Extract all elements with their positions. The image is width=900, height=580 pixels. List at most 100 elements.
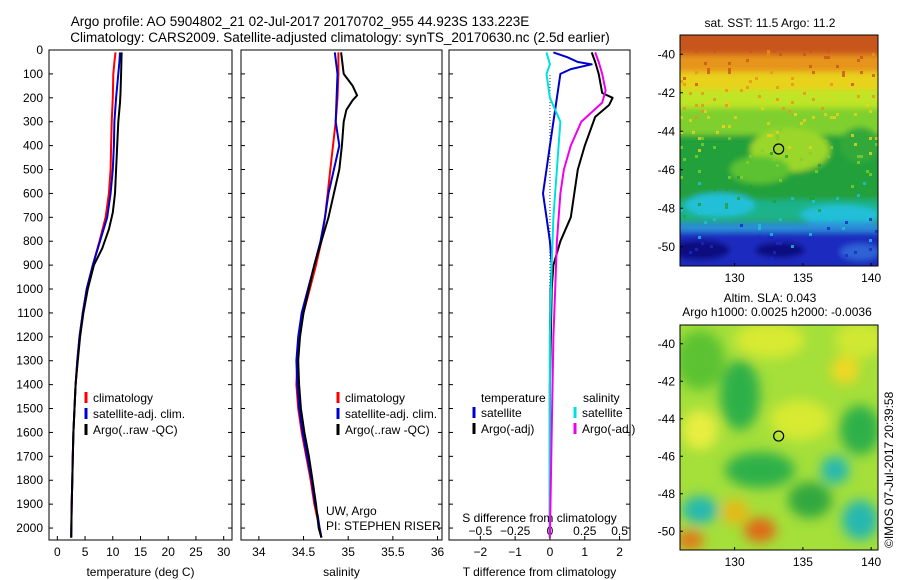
map-x-tick-label: 130 (725, 555, 745, 569)
y-tick-label: 500 (23, 163, 43, 177)
x-tick-label: 20 (162, 545, 176, 559)
sst-map-title: sat. SST: 11.5 Argo: 11.2 (705, 16, 836, 30)
map-y-tick-label: -40 (658, 47, 676, 61)
y-tick-label: 1100 (17, 306, 43, 320)
sla-map: Altim. SLA: 0.043 Argo h1000: 0.0025 h20… (658, 291, 882, 569)
sla-blob (680, 530, 704, 550)
sla-map-title-line1: Altim. SLA: 0.043 (724, 291, 817, 305)
x-tick-label: 5 (82, 545, 89, 559)
x-tick-label: 34 (252, 545, 266, 559)
x-tick-label: 35.5 (381, 545, 405, 559)
sla-blob (744, 518, 776, 542)
x-top-tick-label: 0.5 (611, 524, 628, 538)
x-top-tick-label: 0.25 (573, 524, 597, 538)
sla-field (680, 325, 878, 550)
map-y-tick-label: -44 (658, 124, 676, 138)
map-y-tick-label: -44 (658, 412, 676, 426)
map-x-tick-label: 140 (861, 271, 881, 285)
sst-pixel-noise (680, 35, 878, 266)
sla-blob (720, 360, 760, 430)
y-tick-label: 600 (23, 186, 43, 200)
x-tick-label: 10 (106, 545, 120, 559)
y-tick-label: 2000 (16, 521, 43, 535)
y-tick-label: 400 (23, 139, 43, 153)
legend-label: satellite (582, 406, 623, 420)
sst-profile-marker (773, 143, 785, 155)
x-tick-label: 0 (547, 545, 554, 559)
legend-label: climatology (93, 391, 153, 405)
y-tick-label: 1600 (16, 425, 43, 439)
sst-blob (840, 127, 878, 163)
map-y-tick-label: -42 (658, 86, 676, 100)
map-y-tick-label: -46 (658, 449, 676, 463)
sla-blob (821, 456, 849, 484)
y-tick-label: 0 (36, 43, 43, 57)
y-tick-label: 1300 (16, 354, 43, 368)
y-tick-label: 700 (23, 210, 43, 224)
y-tick-label: 200 (23, 91, 43, 105)
x-tick-label: 34.5 (292, 545, 316, 559)
sst-blob (680, 90, 878, 110)
sla-blob (725, 452, 795, 488)
series-line-blue (295, 52, 341, 538)
sla-blob (788, 482, 832, 518)
sla-blob (842, 500, 878, 540)
map-y-tick-label: -48 (658, 201, 676, 215)
x-axis-label: T difference from climatology (463, 565, 617, 579)
map-y-tick-label: -46 (658, 163, 676, 177)
series-line-magenta (548, 52, 607, 538)
y-tick-label: 100 (23, 67, 43, 81)
sla-blob (735, 325, 805, 358)
map-x-tick-label: 140 (861, 555, 881, 569)
plot-frame (448, 49, 631, 541)
series-line-black (297, 52, 359, 538)
map-y-tick-label: -50 (658, 240, 676, 254)
x-axis-label: temperature (deg C) (86, 565, 194, 579)
legend-label: climatology (345, 391, 405, 405)
sla-blob (721, 500, 749, 524)
sst-blob (680, 222, 878, 234)
sla-blob (831, 356, 859, 384)
series-line-red (70, 52, 117, 538)
sla-blob (682, 496, 718, 524)
plot-frame (240, 49, 443, 541)
x-top-tick-label: −0.5 (468, 524, 492, 538)
map-y-tick-label: -42 (658, 374, 676, 388)
sla-map-title-line2: Argo h1000: 0.0025 h2000: -0.0036 (682, 305, 872, 319)
legend-label: Argo(..raw -QC) (93, 423, 178, 437)
x-tick-label: −2 (473, 545, 487, 559)
legend-label: satellite-adj. clim. (93, 407, 185, 421)
figure-title-line1: Argo profile: AO 5904802_21 02-Jul-2017 … (71, 14, 530, 29)
series-line-blue (70, 52, 121, 538)
x-tick-label: 1 (581, 545, 588, 559)
legend-heading-salinity: salinity (583, 391, 620, 405)
y-tick-label: 1000 (16, 282, 43, 296)
plot-frame (48, 49, 233, 541)
sla-blob (680, 330, 725, 390)
sst-map: sat. SST: 11.5 Argo: 11.2 -40 -42 -44 -46 -4… (658, 16, 882, 285)
x-tick-label: 25 (189, 545, 203, 559)
map-y-tick-label: -48 (658, 487, 676, 501)
series-line-cyan (545, 52, 562, 538)
sst-field (680, 35, 878, 266)
x-tick-label: 30 (217, 545, 231, 559)
x-axis-label: salinity (323, 565, 360, 579)
temperature-panel: 0100200300400500600700800900100011001200… (16, 43, 233, 579)
y-tick-label: 300 (23, 115, 43, 129)
salinity-panel: 34 34.5 35 35.5 36 salinity climatology satelli… (240, 49, 445, 579)
x-top-axis-label: S difference from climatology (462, 511, 617, 525)
y-tick-label: 1900 (16, 497, 43, 511)
sst-blob (840, 244, 878, 260)
imos-credit: ©IMOS 07-Jul-2017 20:39:58 (882, 391, 896, 548)
sla-blob (840, 405, 878, 455)
legend-label: satellite-adj. clim. (345, 407, 437, 421)
x-tick-label: 0 (54, 545, 61, 559)
sla-blob (770, 400, 830, 440)
sla-blob (682, 410, 718, 450)
legend-label: Argo(-adj) (582, 422, 635, 436)
series-line-red (295, 52, 340, 538)
x-tick-label: 36 (431, 545, 445, 559)
y-tick-label: 900 (23, 258, 43, 272)
series-line-black (70, 52, 123, 538)
